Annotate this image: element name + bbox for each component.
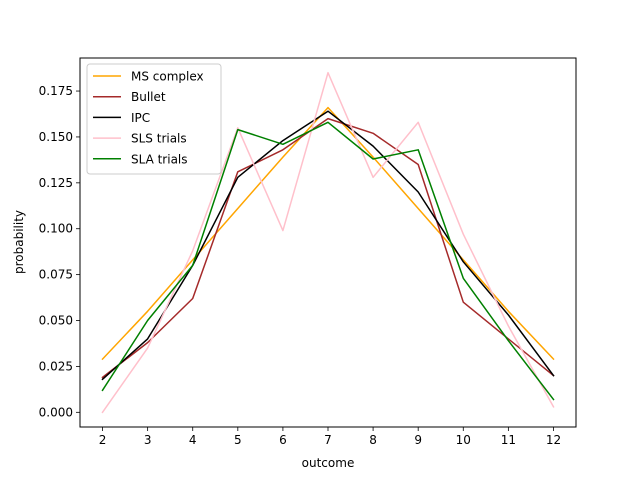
series-line-1 bbox=[101, 117, 555, 379]
legend-label-1: Bullet bbox=[131, 90, 166, 104]
y-tick-label: 0.025 bbox=[39, 359, 73, 373]
x-tick-label: 7 bbox=[324, 433, 332, 447]
y-tick-label: 0.100 bbox=[39, 222, 73, 236]
x-tick-label: 6 bbox=[279, 433, 287, 447]
x-tick-label: 3 bbox=[144, 433, 152, 447]
x-tick-label: 5 bbox=[234, 433, 242, 447]
y-tick-label: 0.150 bbox=[39, 130, 73, 144]
series-line-0 bbox=[101, 106, 555, 361]
y-tick-label: 0.075 bbox=[39, 268, 73, 282]
x-tick-label: 9 bbox=[414, 433, 422, 447]
x-axis-ticks: 2 3 4 5 6 7 8 9 10 11 12 bbox=[99, 427, 561, 447]
x-axis-label: outcome bbox=[302, 456, 355, 470]
y-tick-label: 0.175 bbox=[39, 84, 73, 98]
legend-label-3: SLS trials bbox=[131, 132, 187, 146]
y-tick-label: 0.125 bbox=[39, 176, 73, 190]
y-axis-ticks: 0.000 0.025 0.050 0.075 0.100 0.125 0.150 0.175 bbox=[39, 84, 80, 419]
y-axis-label: probability bbox=[12, 210, 26, 274]
legend: MS complex Bullet IPC SLS trials SLA trials bbox=[86, 63, 222, 175]
legend-frame bbox=[86, 63, 222, 175]
x-tick-label: 8 bbox=[369, 433, 377, 447]
series-layer bbox=[101, 71, 555, 414]
x-tick-label: 2 bbox=[99, 433, 107, 447]
x-tick-label: 4 bbox=[189, 433, 197, 447]
x-tick-label: 11 bbox=[501, 433, 516, 447]
legend-label-0: MS complex bbox=[131, 70, 204, 84]
x-tick-label: 12 bbox=[546, 433, 561, 447]
y-tick-label: 0.000 bbox=[39, 405, 73, 419]
y-tick-label: 0.050 bbox=[39, 314, 73, 328]
legend-label-2: IPC bbox=[131, 111, 150, 125]
series-line-4 bbox=[101, 121, 555, 401]
x-tick-label: 10 bbox=[456, 433, 471, 447]
legend-label-4: SLA trials bbox=[131, 152, 188, 166]
series-line-2 bbox=[101, 110, 555, 381]
